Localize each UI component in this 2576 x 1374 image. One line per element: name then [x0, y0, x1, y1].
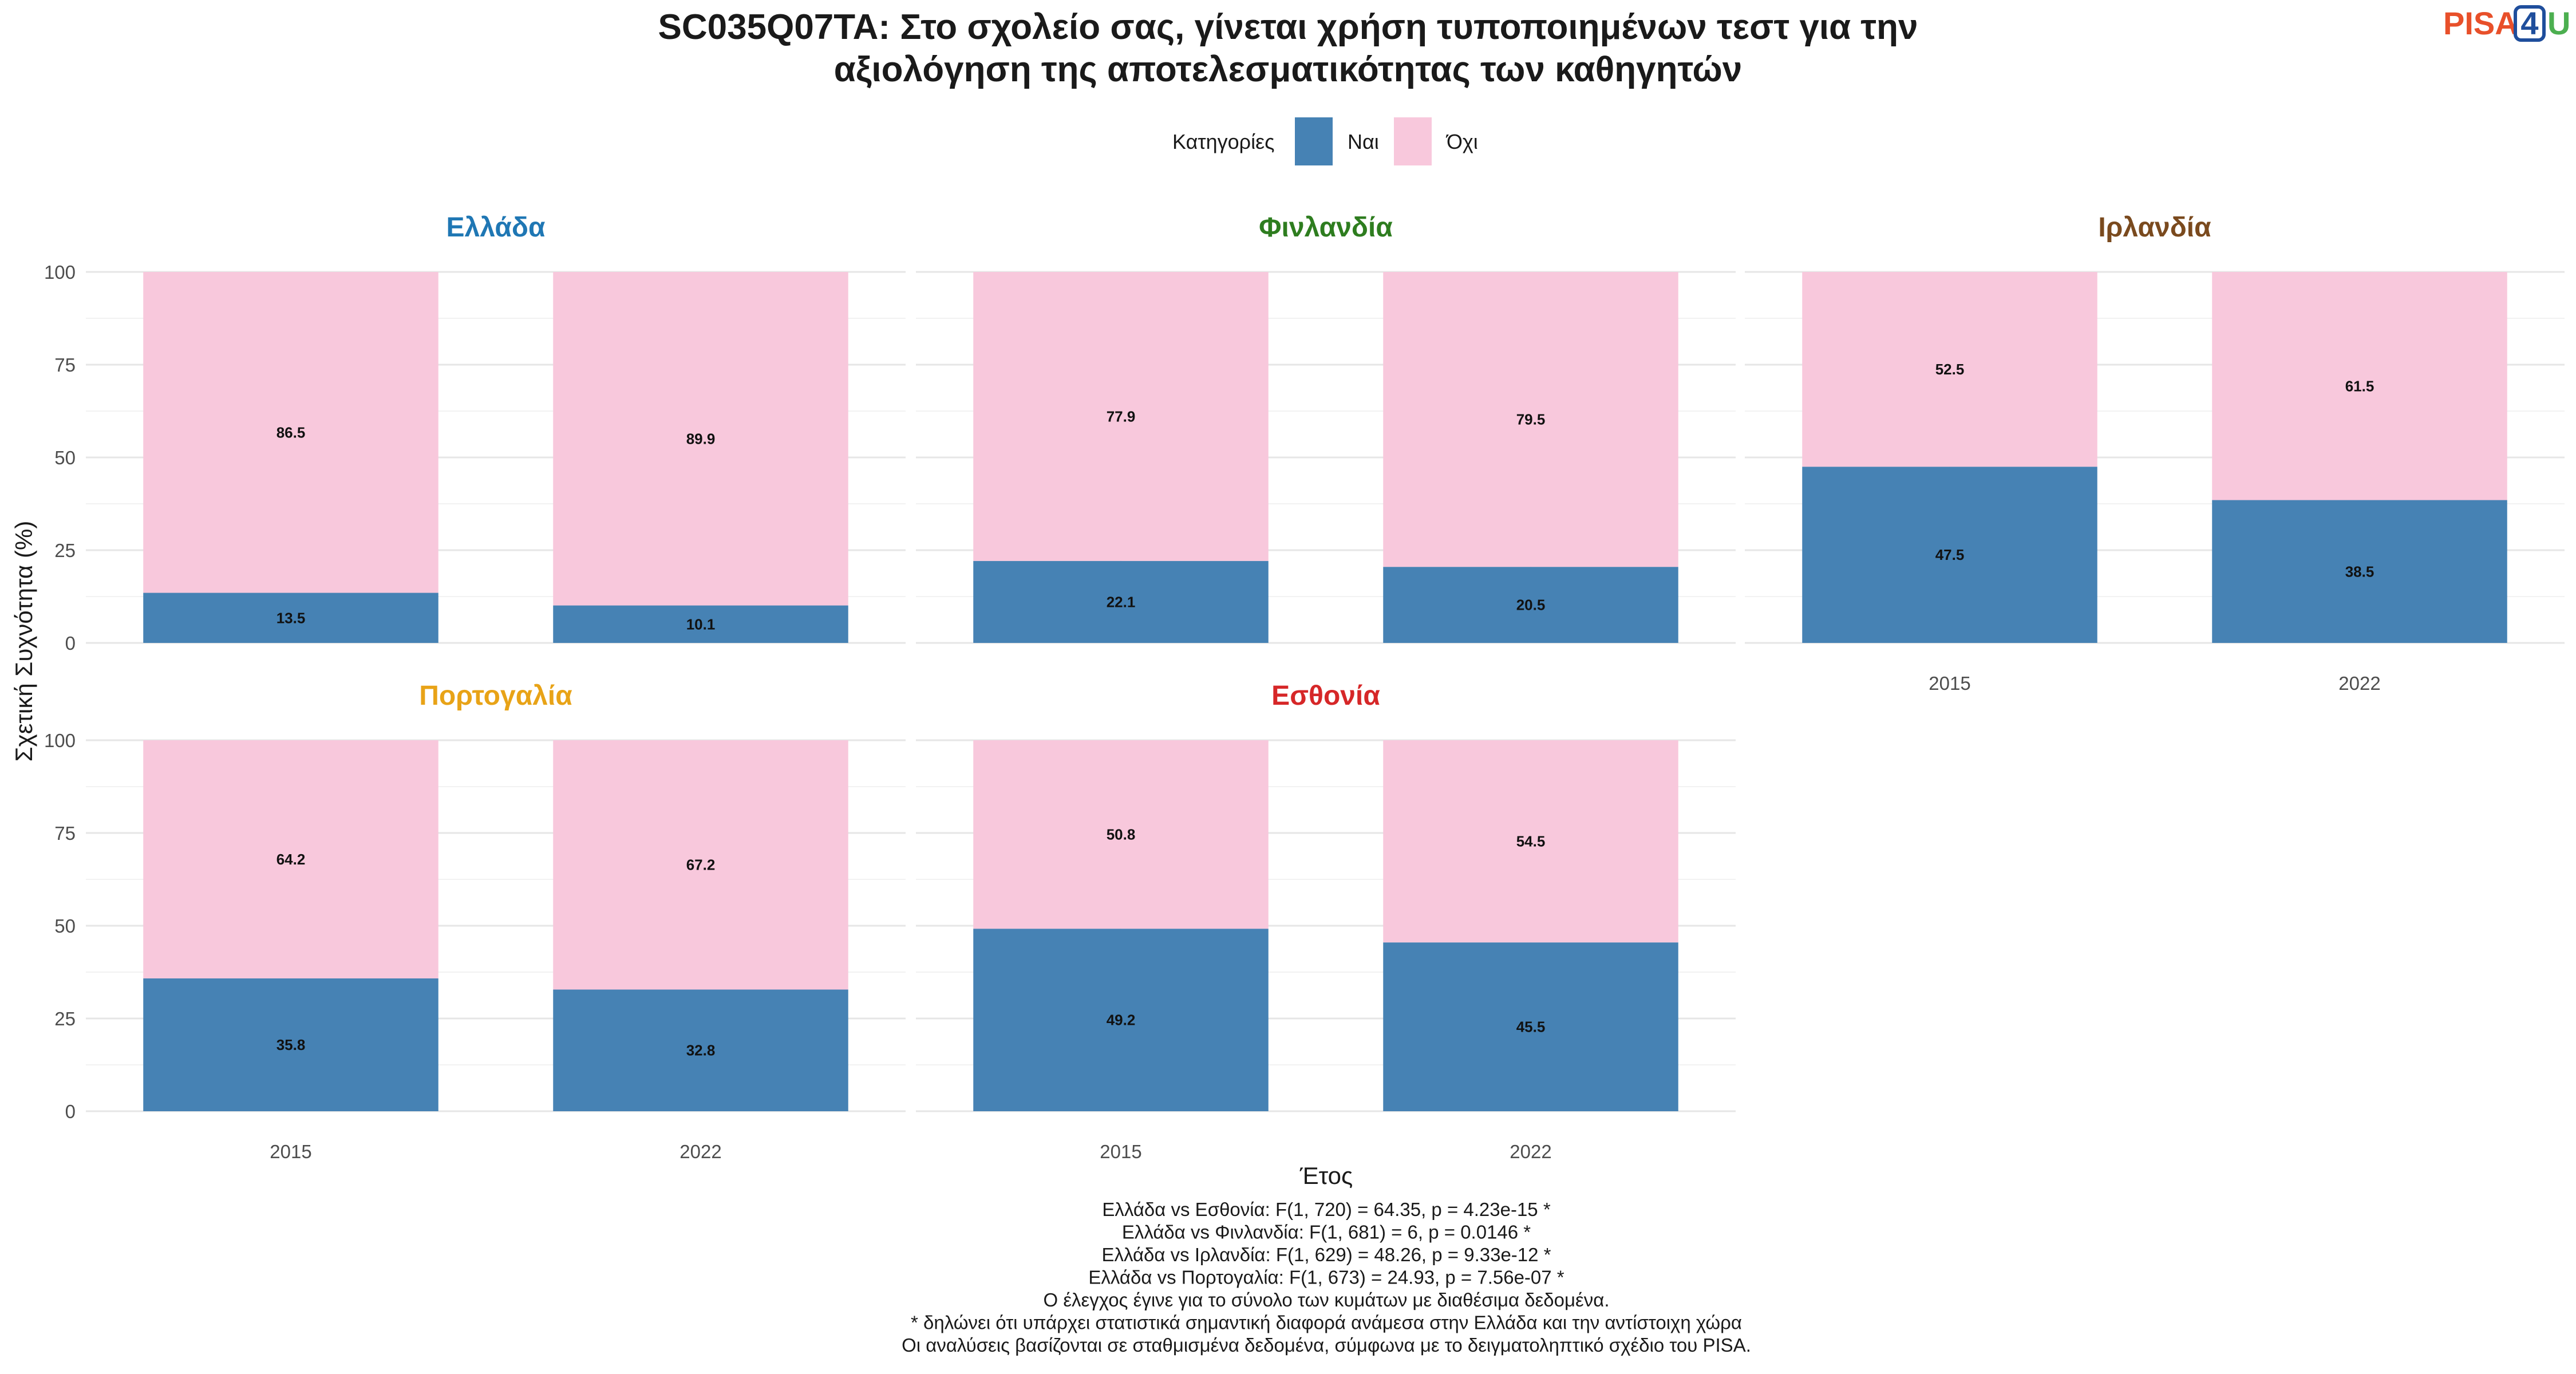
data-label: 50.8	[1107, 826, 1136, 843]
bar-Όχι	[973, 740, 1269, 929]
y-tick-label: 25	[54, 1008, 76, 1029]
footnote-line: Ελλάδα vs Εσθονία: F(1, 720) = 64.35, p …	[1102, 1199, 1551, 1220]
logo-box	[2514, 5, 2546, 42]
bar-Όχι	[553, 272, 848, 606]
y-tick-label: 75	[54, 823, 76, 844]
panel-title: Εσθονία	[1271, 681, 1380, 711]
x-axis-title: Έτος	[1299, 1162, 1353, 1189]
panel: Φινλανδία 22.1 77.9 20.5 79.5	[916, 212, 1736, 644]
data-label: 35.8	[276, 1036, 306, 1053]
y-tick-label: 100	[44, 262, 76, 283]
bar-Ναι	[973, 560, 1269, 643]
data-label: 32.8	[686, 1042, 716, 1059]
footnote-line: * δηλώνει ότι υπάρχει στατιστικά σημαντι…	[911, 1312, 1742, 1333]
logo-text: PISA	[2443, 5, 2518, 41]
bar-Ναι	[1383, 567, 1678, 643]
bar-Όχι	[1383, 272, 1678, 567]
bar-Όχι	[1802, 272, 2097, 467]
axis-titles: Σχετική Συχνότητα (%) Έτος	[10, 521, 1353, 1189]
data-label: 13.5	[276, 609, 306, 626]
data-label: 47.5	[1935, 546, 1965, 563]
footnote-line: Ελλάδα vs Πορτογαλία: F(1, 673) = 24.93,…	[1088, 1267, 1564, 1288]
bar-Ναι	[553, 989, 848, 1111]
data-label: 77.9	[1107, 408, 1136, 425]
data-label: 49.2	[1107, 1012, 1136, 1029]
y-tick-label: 50	[54, 915, 76, 937]
pisa4u-logo: PISA 4 U	[2443, 5, 2570, 42]
footnote-line: Ελλάδα vs Φινλανδία: F(1, 681) = 6, p = …	[1122, 1222, 1531, 1243]
data-label: 38.5	[2345, 563, 2374, 580]
chart-title: SC035Q07TA: Στο σχολείο σας, γίνεται χρή…	[658, 7, 1918, 89]
panels: Ελλάδα 13.5 86.5 10.1 89.9 0 25 50 75 100 Φινλανδί…	[44, 212, 2565, 1162]
footnotes: Ελλάδα vs Εσθονία: F(1, 720) = 64.35, p …	[902, 1199, 1751, 1356]
bar-Όχι	[143, 740, 438, 979]
data-label: 20.5	[1516, 597, 1546, 614]
bar-Όχι	[143, 272, 438, 593]
panel-title: Πορτογαλία	[419, 681, 572, 711]
bar-Ναι	[143, 978, 438, 1111]
panel-title: Φινλανδία	[1259, 212, 1393, 243]
bar-Όχι	[2212, 272, 2507, 500]
legend-label: Ναι	[1348, 130, 1379, 153]
bar-Ναι	[973, 929, 1269, 1111]
data-label: 54.5	[1516, 833, 1546, 850]
footnote-line: Ο έλεγχος έγινε για το σύνολο των κυμάτω…	[1044, 1289, 1610, 1310]
bar-Όχι	[553, 740, 848, 990]
x-tick-label: 2015	[1929, 673, 1970, 694]
panel-title: Ιρλανδία	[2098, 212, 2211, 243]
data-label: 52.5	[1935, 361, 1965, 378]
data-label: 10.1	[686, 615, 716, 633]
x-tick-label: 2015	[270, 1141, 311, 1162]
data-label: 61.5	[2345, 377, 2374, 394]
x-tick-label: 2022	[679, 1141, 721, 1162]
legend-label: Όχι	[1445, 130, 1478, 153]
bar-Ναι	[143, 593, 438, 643]
data-label: 86.5	[276, 424, 306, 441]
bar-Ναι	[553, 605, 848, 643]
legend-swatch	[1394, 117, 1432, 165]
y-tick-label: 75	[54, 354, 76, 376]
data-label: 89.9	[686, 430, 716, 447]
data-label: 79.5	[1516, 411, 1546, 428]
x-tick-label: 2015	[1100, 1141, 1141, 1162]
data-label: 67.2	[686, 856, 716, 874]
x-tick-label: 2022	[2338, 673, 2380, 694]
title-line: SC035Q07TA: Στο σχολείο σας, γίνεται χρή…	[658, 7, 1918, 47]
bar-Ναι	[1802, 467, 2097, 643]
footnote-line: Οι αναλύσεις βασίζονται σε σταθμισμένα δ…	[902, 1334, 1751, 1356]
bar-Όχι	[973, 272, 1269, 561]
y-tick-label: 25	[54, 540, 76, 561]
bar-Ναι	[2212, 500, 2507, 643]
panel: Ελλάδα 13.5 86.5 10.1 89.9 0 25 50 75 100	[44, 212, 906, 654]
panel: Πορτογαλία 35.8 64.2 32.8 67.2 0 25 50 75 100 2015…	[44, 681, 906, 1162]
y-tick-label: 0	[65, 1101, 76, 1122]
logo-digit: 4	[2520, 5, 2538, 41]
y-tick-label: 100	[44, 730, 76, 751]
panel: Εσθονία 49.2 50.8 45.5 54.5 2015 2022	[916, 681, 1736, 1162]
data-label: 64.2	[276, 851, 306, 868]
title-line: αξιολόγηση της αποτελεσματικότητας των κ…	[834, 50, 1743, 89]
y-axis-title: Σχετική Συχνότητα (%)	[10, 521, 37, 762]
legend: Κατηγορίες Ναι Όχι	[1172, 117, 1478, 165]
y-tick-label: 50	[54, 447, 76, 468]
panel-title: Ελλάδα	[447, 212, 546, 243]
legend-title: Κατηγορίες	[1172, 130, 1275, 153]
y-tick-label: 0	[65, 633, 76, 654]
panel: Ιρλανδία 47.5 52.5 38.5 61.5 2015 2022	[1745, 212, 2565, 694]
x-tick-label: 2022	[1510, 1141, 1551, 1162]
data-label: 45.5	[1516, 1018, 1546, 1036]
bar-Ναι	[1383, 942, 1678, 1111]
data-label: 22.1	[1107, 593, 1136, 610]
logo-suffix: U	[2547, 5, 2570, 41]
legend-swatch	[1295, 117, 1333, 165]
footnote-line: Ελλάδα vs Ιρλανδία: F(1, 629) = 48.26, p…	[1101, 1244, 1551, 1265]
bar-Όχι	[1383, 740, 1678, 943]
